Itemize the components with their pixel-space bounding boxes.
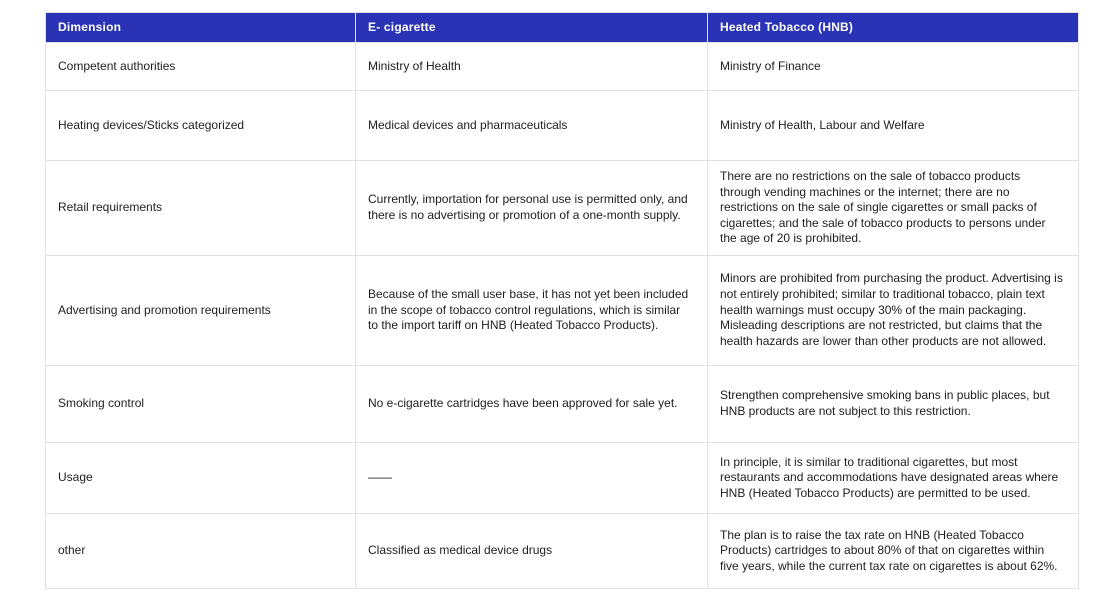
cell-heated-tobacco: Minors are prohibited from purchasing th… [707, 254, 1079, 366]
cell-dimension: Usage [45, 441, 356, 514]
cell-heated-tobacco: Strengthen comprehensive smoking bans in… [707, 364, 1079, 443]
cell-dimension: Competent authorities [45, 42, 356, 91]
cell-dimension: Heating devices/Sticks categorized [45, 90, 356, 161]
cell-dimension: Retail requirements [45, 160, 356, 256]
table-row: Smoking control No e-cigarette cartridge… [45, 364, 1079, 443]
table-row: Advertising and promotion requirements B… [45, 254, 1079, 366]
cell-ecigarette: No e-cigarette cartridges have been appr… [355, 364, 708, 443]
cell-dimension: Smoking control [45, 364, 356, 443]
table-row: Competent authorities Ministry of Health… [45, 42, 1079, 91]
column-header-heated-tobacco: Heated Tobacco (HNB) [707, 12, 1079, 43]
table-row: Retail requirements Currently, importati… [45, 160, 1079, 256]
column-header-ecigarette: E- cigarette [355, 12, 708, 43]
table-row: Usage —— In principle, it is similar to … [45, 441, 1079, 514]
cell-ecigarette: Classified as medical device drugs [355, 512, 708, 589]
cell-ecigarette: Medical devices and pharmaceuticals [355, 90, 708, 161]
comparison-table: Dimension E- cigarette Heated Tobacco (H… [45, 12, 1079, 589]
table-header-row: Dimension E- cigarette Heated Tobacco (H… [45, 12, 1079, 43]
cell-ecigarette: Currently, importation for personal use … [355, 160, 708, 256]
cell-ecigarette: —— [355, 441, 708, 514]
cell-dimension: Advertising and promotion requirements [45, 254, 356, 366]
table-body: Competent authorities Ministry of Health… [45, 42, 1079, 589]
cell-dimension: other [45, 512, 356, 589]
column-header-dimension: Dimension [45, 12, 356, 43]
table-row: Heating devices/Sticks categorized Medic… [45, 90, 1079, 161]
cell-ecigarette: Because of the small user base, it has n… [355, 254, 708, 366]
cell-heated-tobacco: There are no restrictions on the sale of… [707, 160, 1079, 256]
table-row: other Classified as medical device drugs… [45, 512, 1079, 589]
cell-heated-tobacco: Ministry of Finance [707, 42, 1079, 91]
cell-heated-tobacco: Ministry of Health, Labour and Welfare [707, 90, 1079, 161]
cell-ecigarette: Ministry of Health [355, 42, 708, 91]
cell-heated-tobacco: In principle, it is similar to tradition… [707, 441, 1079, 514]
cell-heated-tobacco: The plan is to raise the tax rate on HNB… [707, 512, 1079, 589]
